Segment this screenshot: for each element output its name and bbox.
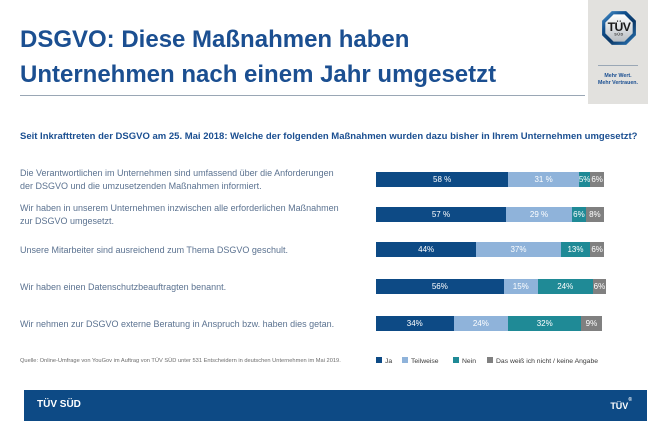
svg-text:TÜV: TÜV [608, 19, 632, 34]
svg-text:SÜD: SÜD [614, 32, 624, 37]
